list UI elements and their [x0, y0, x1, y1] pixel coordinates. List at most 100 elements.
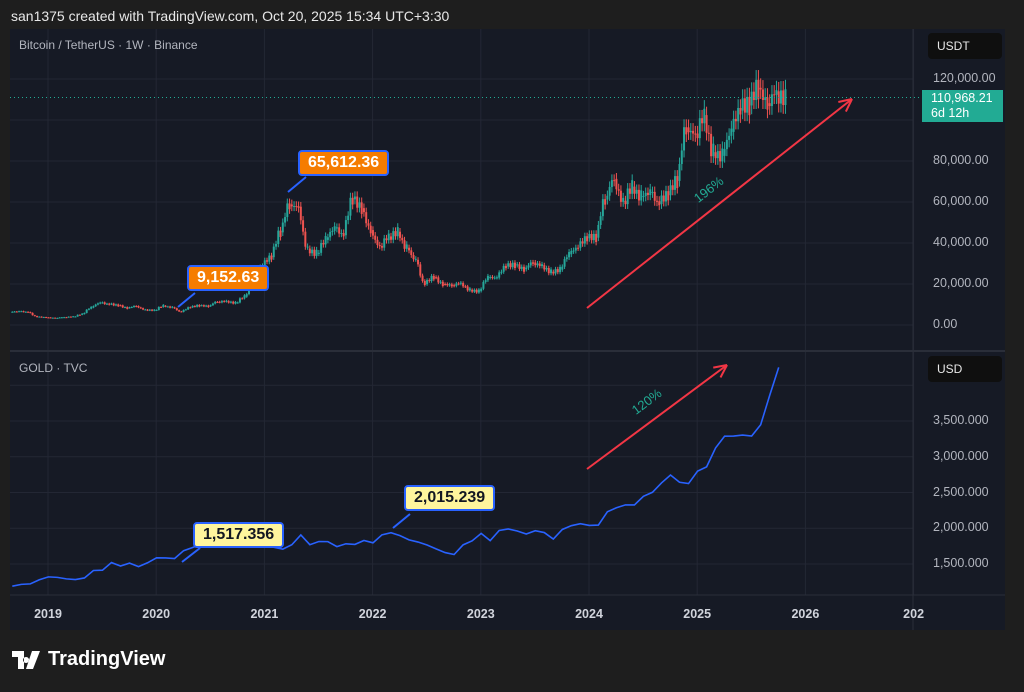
btc-candle [128, 307, 131, 309]
btc-candle [42, 317, 45, 319]
btc-candle [103, 302, 106, 305]
btc-candle [446, 284, 449, 286]
btc-candle [202, 305, 205, 307]
btc-candle [423, 280, 426, 286]
btc-candle [146, 309, 149, 311]
btc-candle [335, 227, 338, 229]
btc-candle [266, 260, 269, 262]
btc-candle [45, 317, 48, 319]
btc-candle [689, 130, 692, 133]
btc-candle [534, 262, 537, 266]
btc-y-tick: 0.00 [933, 317, 958, 331]
btc-candle [439, 281, 442, 283]
btc-candle [284, 217, 287, 223]
btc-candle [737, 107, 740, 122]
btc-candle [568, 252, 571, 258]
btc-candle [674, 176, 677, 190]
btc-candle [331, 230, 334, 232]
btc-candle [83, 312, 86, 315]
gold-trend-arrow [586, 364, 728, 470]
tradingview-logo[interactable]: TradingView [12, 648, 165, 671]
btc-candle [326, 237, 329, 240]
btc-candle [595, 233, 598, 243]
btc-candle [680, 150, 683, 165]
btc-candle [671, 185, 674, 190]
btc-candle [63, 317, 66, 319]
btc-candle [290, 204, 293, 207]
btc-candle [421, 275, 424, 281]
btc-candle [685, 127, 688, 135]
btc-candle [592, 233, 595, 241]
gold-currency-button[interactable]: USD [928, 356, 1002, 382]
btc-candle [65, 317, 68, 319]
btc-candle [617, 189, 620, 191]
btc-candle [90, 306, 93, 309]
btc-candle [155, 309, 158, 311]
btc-candle [241, 298, 244, 300]
btc-candle [565, 257, 568, 260]
btc-trend-arrow-head [844, 98, 853, 113]
btc-candle [768, 103, 771, 107]
btc-candle [414, 258, 417, 260]
btc-candle [236, 302, 239, 304]
btc-candle [58, 317, 61, 319]
btc-candle [311, 249, 314, 254]
btc-candle [466, 286, 469, 291]
btc-candle [69, 316, 72, 318]
btc-currency-button[interactable]: USDT [928, 33, 1002, 59]
btc-candle [297, 206, 300, 208]
gold-title: GOLD · TVC [19, 361, 88, 375]
chart-canvas[interactable] [10, 29, 1005, 630]
btc-candle [764, 97, 767, 101]
btc-candle [480, 288, 483, 292]
btc-candle [588, 233, 591, 239]
btc-candle [710, 133, 713, 157]
gold-high-connector [392, 513, 411, 529]
btc-candle [234, 301, 237, 304]
btc-candle [441, 281, 444, 286]
btc-candle [658, 201, 661, 206]
btc-candle [22, 311, 25, 313]
btc-candle [516, 264, 519, 266]
btc-candle [725, 139, 728, 150]
btc-candle [114, 304, 117, 306]
btc-candle [320, 243, 323, 253]
btc-candle [67, 316, 70, 318]
btc-candle [493, 277, 496, 279]
btc-candle [108, 303, 111, 305]
btc-candle [608, 186, 611, 196]
btc-candle [637, 189, 640, 201]
btc-candle [324, 235, 327, 245]
btc-candle [464, 286, 467, 288]
btc-candle [144, 309, 147, 311]
btc-candle [112, 303, 115, 306]
btc-candle [541, 264, 544, 267]
btc-candle [40, 316, 43, 318]
btc-candle [473, 289, 476, 292]
btc-candle [669, 185, 672, 196]
btc-candle [653, 191, 656, 201]
chart-container[interactable]: Bitcoin / TetherUS · 1W · Binance GOLD ·… [10, 29, 1005, 630]
btc-candle [723, 149, 726, 156]
btc-low-connector [177, 292, 196, 308]
btc-candle [211, 303, 214, 306]
btc-candle [455, 283, 458, 286]
btc-candle [374, 235, 377, 240]
btc-candle [191, 305, 194, 308]
btc-candle [642, 196, 645, 198]
gold-y-tick: 3,500.000 [933, 413, 989, 427]
btc-candle [468, 288, 471, 291]
btc-candle [358, 202, 361, 208]
btc-candle [72, 316, 75, 318]
btc-candle [347, 215, 350, 221]
btc-candle [525, 267, 528, 270]
btc-candle [435, 277, 438, 279]
btc-candle [491, 276, 494, 278]
btc-candle [133, 306, 136, 308]
btc-candle [78, 314, 81, 316]
btc-candle [272, 246, 275, 258]
btc-candle [755, 79, 758, 101]
btc-candle [20, 311, 23, 313]
btc-candle [732, 118, 735, 132]
btc-candle [552, 271, 555, 274]
